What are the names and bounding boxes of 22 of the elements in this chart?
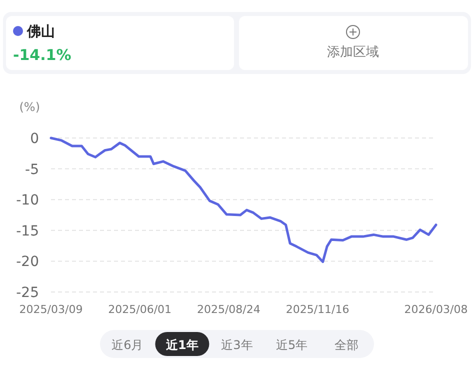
legend-item: 佛山 bbox=[13, 24, 55, 40]
y-tick-label: -25 bbox=[16, 285, 39, 301]
y-tick-label: -10 bbox=[16, 192, 39, 209]
y-tick-label: -20 bbox=[16, 254, 39, 270]
text: -14.1% bbox=[13, 46, 72, 64]
y-tick-label: -15 bbox=[16, 223, 39, 240]
x-tick-label: 2026/03/08 bbox=[404, 303, 468, 316]
legend-label: 佛山 bbox=[26, 24, 55, 40]
y-tick-label: -5 bbox=[25, 162, 39, 178]
y-axis-title: (%) bbox=[19, 100, 40, 114]
x-tick-label: 2025/06/01 bbox=[108, 303, 172, 316]
text: 近3年 bbox=[221, 338, 253, 352]
line-series bbox=[50, 136, 438, 264]
text: 添加区域 bbox=[327, 45, 379, 60]
y-tick-label: 0 bbox=[30, 131, 39, 147]
text: 近5年 bbox=[276, 338, 308, 352]
text: 全部 bbox=[334, 338, 359, 352]
x-tick-label: 2025/03/09 bbox=[19, 303, 83, 316]
text: 近6月 bbox=[112, 338, 144, 352]
x-tick-label: 2025/11/16 bbox=[286, 303, 350, 316]
x-tick-label: 2025/08/24 bbox=[196, 303, 260, 316]
text: 近1年 bbox=[165, 338, 198, 352]
